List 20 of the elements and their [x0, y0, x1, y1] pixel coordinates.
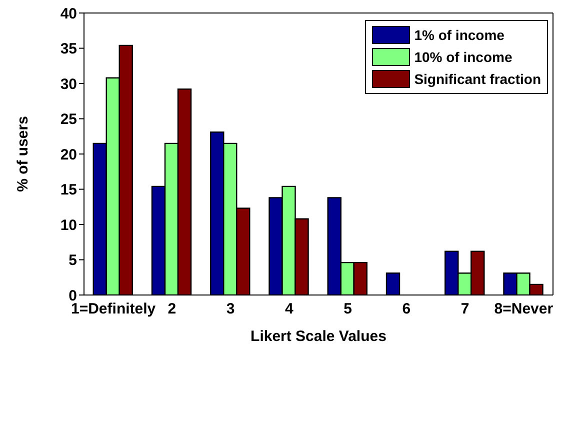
x-axis-title: Likert Scale Values — [250, 328, 386, 345]
x-tick-label: 3 — [226, 300, 235, 318]
y-tick-label: 40 — [60, 5, 77, 22]
y-tick-label: 35 — [60, 40, 77, 58]
legend-label: Significant fraction — [414, 71, 541, 87]
y-tick-label: 15 — [60, 182, 77, 199]
y-tick-label: 30 — [60, 76, 77, 93]
y-axis-title: % of users — [14, 116, 32, 192]
legend-label: 1% of income — [414, 27, 504, 43]
x-tick-label: 8=Never — [494, 300, 554, 318]
x-tick-label: 4 — [285, 300, 294, 318]
x-tick-label: 5 — [344, 300, 352, 318]
y-tick-label: 25 — [60, 111, 77, 128]
y-tick-label: 20 — [60, 146, 77, 164]
y-tick-label: 5 — [68, 252, 77, 270]
x-tick-label: 7 — [460, 300, 470, 318]
y-tick-label: 10 — [60, 216, 77, 234]
legend-label: 10% of income — [414, 49, 512, 65]
x-tick-label: 6 — [402, 300, 411, 318]
x-tick-label: 2 — [168, 300, 176, 318]
